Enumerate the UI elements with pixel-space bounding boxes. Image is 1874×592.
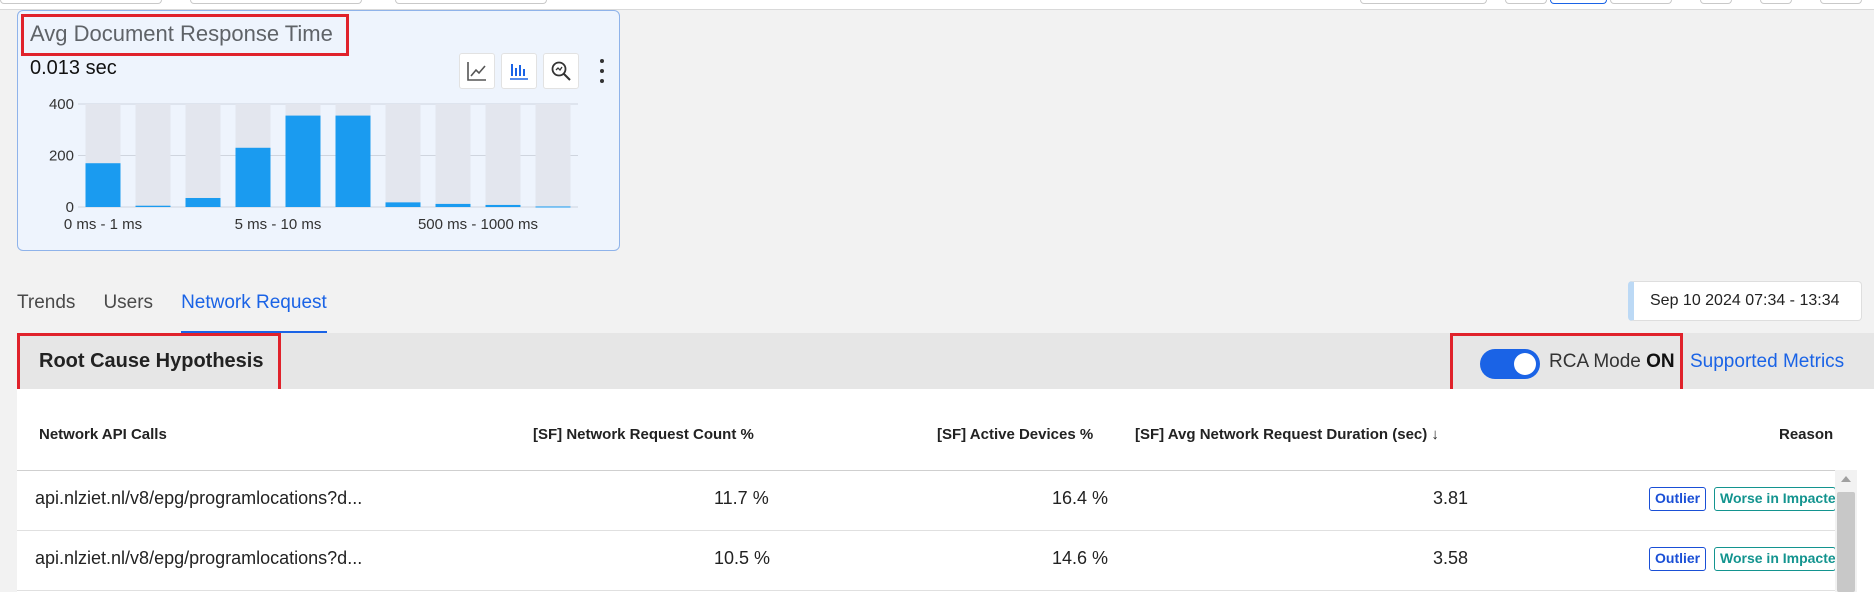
bar-background xyxy=(385,104,421,207)
rca-mode-label: RCA Mode ON xyxy=(1549,351,1675,373)
col-network-request-count[interactable]: [SF] Network Request Count % xyxy=(533,426,754,443)
toolbar-control[interactable] xyxy=(395,0,547,4)
chart-x-ticks: 0 ms - 1 ms 5 ms - 10 ms 500 ms - 1000 ms xyxy=(64,216,538,233)
y-tick-label: 0 xyxy=(66,199,74,216)
table-row[interactable]: api.nlziet.nl/v8/epg/programlocations?d.… xyxy=(17,530,1837,591)
toolbar-control[interactable] xyxy=(1760,0,1792,4)
response-time-chart: 0 200 400 0 ms - 1 ms 5 ms - 10 ms 500 ms - … xyxy=(49,96,578,233)
col-active-devices[interactable]: [SF] Active Devices % xyxy=(937,426,1094,443)
rca-header-bar: Root Cause Hypothesis RCA Mode ON Suppor… xyxy=(17,333,1874,402)
chart-y-ticks: 0 200 400 xyxy=(49,96,74,216)
col-network-api-calls[interactable]: Network API Calls xyxy=(39,426,167,443)
worse-in-impacted-badge: Worse in Impacte xyxy=(1714,547,1836,571)
rca-table: Network API Calls [SF] Network Request C… xyxy=(17,389,1874,592)
scrollbar-thumb[interactable] xyxy=(1837,492,1855,592)
outlier-badge: Outlier xyxy=(1649,547,1707,571)
toolbar-control[interactable] xyxy=(1505,0,1547,4)
bar-background xyxy=(435,104,471,207)
col-avg-network-request-duration[interactable]: [SF] Avg Network Request Duration (sec) … xyxy=(1135,426,1439,443)
line-chart-icon[interactable] xyxy=(459,53,495,89)
bar xyxy=(485,204,521,207)
tab-users[interactable]: Users xyxy=(103,292,154,313)
bar xyxy=(435,203,471,207)
chart-bars xyxy=(85,104,571,208)
rca-title: Root Cause Hypothesis xyxy=(39,350,264,372)
scroll-up-icon[interactable] xyxy=(1841,476,1851,482)
tab-bar: Trends Users Network Request xyxy=(17,288,355,334)
toolbar-control[interactable] xyxy=(190,0,362,4)
rca-mode-state: ON xyxy=(1646,351,1675,372)
date-range-picker[interactable]: Sep 10 2024 07:34 - 13:34 xyxy=(1628,281,1862,321)
table-row[interactable]: api.nlziet.nl/v8/epg/programlocations?d.… xyxy=(17,470,1837,531)
bar xyxy=(235,147,271,207)
supported-metrics-link[interactable]: Supported Metrics xyxy=(1690,351,1845,372)
bar-background xyxy=(135,104,171,207)
bar xyxy=(335,115,371,207)
request-count-cell: 11.7 % xyxy=(714,488,769,508)
x-tick-label: 500 ms - 1000 ms xyxy=(418,216,538,233)
bar xyxy=(385,202,421,207)
duration-cell: 3.81 xyxy=(1433,488,1469,508)
bar xyxy=(85,163,121,207)
tab-trends[interactable]: Trends xyxy=(17,292,76,313)
bar-chart-icon[interactable] xyxy=(501,53,537,89)
table-header: Network API Calls [SF] Network Request C… xyxy=(17,389,1857,471)
y-tick-label: 200 xyxy=(49,148,74,165)
request-count-cell: 10.5 % xyxy=(714,548,771,568)
more-icon[interactable] xyxy=(597,59,607,83)
toggle-knob xyxy=(1514,353,1536,375)
tab-network-request[interactable]: Network Request xyxy=(181,288,327,334)
col-reason: Reason xyxy=(1779,426,1834,443)
outlier-badge: Outlier xyxy=(1649,487,1707,511)
active-devices-cell: 14.6 % xyxy=(1052,548,1109,568)
x-tick-label: 5 ms - 10 ms xyxy=(235,216,322,233)
toolbar-control[interactable] xyxy=(1610,0,1672,4)
bar xyxy=(285,115,321,207)
widget-value: 0.013 sec xyxy=(30,57,117,79)
toolbar-control[interactable] xyxy=(1820,0,1862,4)
bar xyxy=(535,206,571,208)
bar-background xyxy=(485,104,521,207)
top-toolbar-strip xyxy=(0,0,1874,10)
bar-background xyxy=(185,104,221,207)
toolbar-control[interactable] xyxy=(1360,0,1487,4)
x-tick-label: 0 ms - 1 ms xyxy=(64,216,142,233)
toolbar-control-active[interactable] xyxy=(1550,0,1607,4)
rca-mode-toggle[interactable] xyxy=(1480,349,1540,379)
worse-in-impacted-badge: Worse in Impacte xyxy=(1714,487,1836,511)
y-tick-label: 400 xyxy=(49,96,74,113)
widget-toolbar xyxy=(459,53,579,89)
avg-document-response-widget[interactable]: Avg Document Response Time 0.013 sec 0 20… xyxy=(17,10,620,251)
api-call-cell: api.nlziet.nl/v8/epg/programlocations?d.… xyxy=(35,548,363,568)
bar-background xyxy=(535,104,571,207)
widget-title: Avg Document Response Time xyxy=(30,21,333,46)
duration-cell: 3.58 xyxy=(1433,548,1469,568)
table-scrollbar[interactable] xyxy=(1835,470,1857,592)
toolbar-control[interactable] xyxy=(1700,0,1732,4)
active-devices-cell: 16.4 % xyxy=(1052,488,1109,508)
toolbar-control[interactable] xyxy=(0,0,162,4)
api-call-cell: api.nlziet.nl/v8/epg/programlocations?d.… xyxy=(35,488,363,508)
rca-mode-text: RCA Mode xyxy=(1549,351,1641,372)
bar xyxy=(135,205,171,207)
zoom-icon[interactable] xyxy=(543,53,579,89)
bar xyxy=(185,197,221,207)
